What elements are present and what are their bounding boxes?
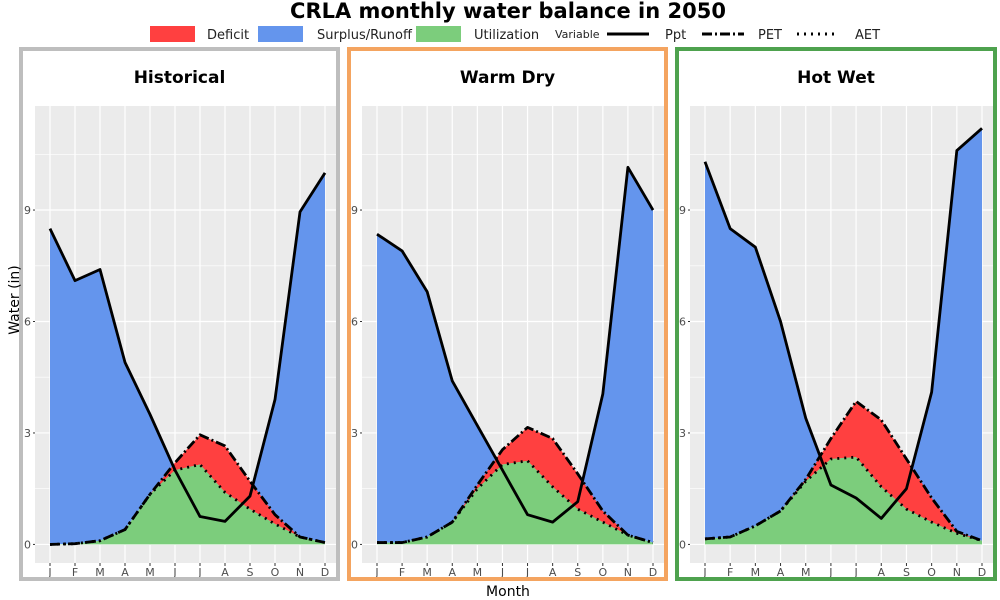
y-tick-label: 9 [24,204,31,217]
aet-line [49,463,326,546]
surplus-runoff-area [705,128,982,541]
deficit-area [705,401,982,541]
y-tick-label: 0 [24,538,31,551]
x-tick-label: M [422,566,432,579]
x-tick-label: J [374,566,378,579]
x-tick-label: J [172,566,176,579]
deficit-area [377,427,653,543]
panel-hot-wet: Hot Wet 0 3 6 9 J F M A M J J A S O N D [675,47,997,581]
x-axis-title: Month [486,584,530,600]
x-tick-label: O [927,566,936,579]
y-tick-label: 9 [679,204,686,217]
panel-warm-dry: Warm Dry 0 3 6 9 J F M A M J J A S O N D [347,47,668,581]
x-tick-label: A [549,566,557,579]
x-tick-label: J [525,566,529,579]
utilization-area [50,464,325,545]
utilization-area [377,460,653,545]
x-tick-label: A [449,566,457,579]
x-tick-label: N [296,566,304,579]
legend-label-pet: PET [758,28,782,43]
x-tick-label: J [500,566,504,579]
x-tick-label: D [649,566,657,579]
x-tick-label: F [727,566,733,579]
legend: Deficit Surplus/Runoff Utilization Variable… [150,26,880,43]
surplus-runoff-area [50,172,325,545]
x-tick-label: S [574,566,581,579]
panel-strip [350,52,665,102]
y-tick-label: 6 [679,315,686,328]
x-tick-label: J [853,566,857,579]
y-tick-label: 9 [351,204,358,217]
x-tick-label: F [399,566,405,579]
x-tick-label: O [598,566,607,579]
legend-label-deficit: Deficit [207,28,249,43]
y-tick-label: 3 [679,427,686,440]
x-tick-label: A [121,566,129,579]
panel-border-historical [19,47,340,581]
x-tick-label: D [321,566,329,579]
y-axis-title: Water (in) [7,265,23,335]
aet-line [377,459,654,544]
x-tick-label: D [978,566,986,579]
legend-label-surplus-runoff: Surplus/Runoff [317,28,413,43]
legend-label-utilization: Utilization [474,28,539,43]
x-tick-label: M [801,566,811,579]
pet-line [377,425,654,544]
y-tick-label: 6 [24,315,31,328]
panel-border-hot-wet [675,47,997,581]
x-tick-label: S [247,566,254,579]
y-tick-label: 0 [679,538,686,551]
x-tick-label: N [953,566,961,579]
x-tick-label: M [473,566,483,579]
x-tick-label: M [95,566,105,579]
pet-line [49,433,326,546]
legend-label-ppt: Ppt [665,28,686,43]
x-tick-label: A [221,566,229,579]
legend-swatch-surplus-runoff [258,26,303,42]
chart-title: CRLA monthly water balance in 2050 [290,0,726,23]
deficit-area [50,434,325,545]
facet-panels: Historical 0 3 6 9 J F M A M J J A S O N D Warm Dry 0 3 6 9 J F… [19,47,997,581]
utilization-area [705,457,982,545]
x-tick-label: J [47,566,51,579]
surplus-runoff-area [377,167,653,543]
x-tick-label: M [145,566,155,579]
x-tick-label: O [271,566,280,579]
x-tick-label: N [624,566,632,579]
panel-historical: Historical 0 3 6 9 J F M A M J J A S O N D [19,47,340,581]
panel-title-warm-dry: Warm Dry [460,68,555,88]
ppt-line [48,172,327,523]
legend-label-aet: AET [855,28,880,43]
panel-strip [22,52,337,102]
panel-strip [678,52,994,102]
panel-title-hot-wet: Hot Wet [797,68,875,88]
legend-variable-title: Variable [555,28,600,41]
pet-line [704,399,983,543]
y-tick-label: 3 [351,427,358,440]
legend-swatch-utilization [416,26,461,42]
x-tick-label: F [72,566,78,579]
legend-swatch-deficit [150,26,195,42]
panel-title-historical: Historical [134,68,226,88]
x-tick-label: A [777,566,785,579]
ppt-line [376,165,655,524]
x-tick-label: J [828,566,832,579]
x-tick-label: A [878,566,886,579]
y-tick-label: 6 [351,315,358,328]
y-tick-label: 3 [24,427,31,440]
x-tick-label: J [702,566,706,579]
y-tick-label: 0 [351,538,358,551]
x-tick-label: J [197,566,201,579]
x-tick-label: M [751,566,761,579]
ppt-line [703,127,983,520]
panel-border-warm-dry [347,47,668,581]
x-tick-label: S [903,566,910,579]
